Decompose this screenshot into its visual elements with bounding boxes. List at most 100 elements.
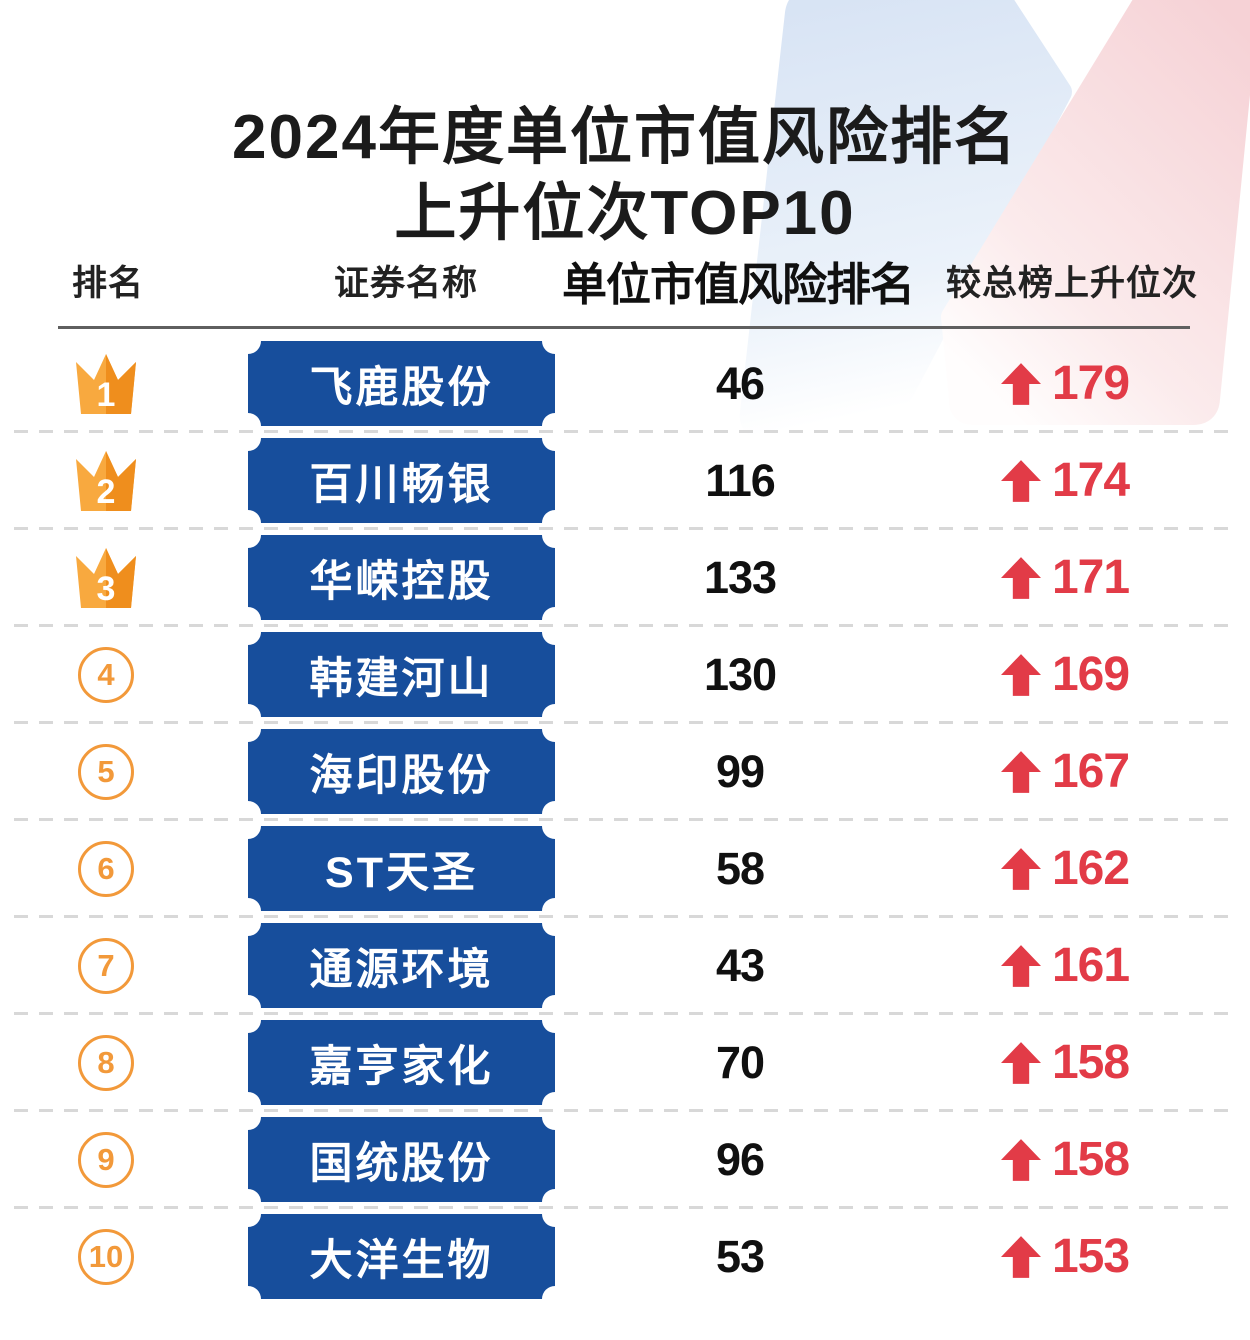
rise-cell: 161 — [940, 917, 1190, 1014]
circle-number-badge: 8 — [78, 1034, 134, 1091]
security-name-banner: 嘉亨家化 — [248, 1020, 555, 1105]
crown-icon: 2 — [76, 450, 136, 511]
rank-number: 10 — [88, 1238, 124, 1274]
poster-title: 2024年度单位市值风险排名 上升位次TOP10 — [0, 100, 1250, 252]
table-row: 1 1 飞鹿股份 46 179 — [0, 335, 1250, 433]
banner-plaque-shape — [248, 535, 555, 620]
risk-rank-value: 46 — [715, 357, 765, 409]
risk-rank-value: 116 — [705, 454, 776, 506]
banner-plaque-shape — [248, 1214, 555, 1299]
up-arrow-icon — [1000, 750, 1041, 793]
risk-rank-value: 130 — [703, 648, 777, 700]
risk-rank-value: 133 — [703, 551, 777, 603]
circle-number-badge: 4 — [78, 646, 134, 703]
security-name-banner: 百川畅银 — [248, 438, 555, 523]
table-row: 2 2 百川畅银 116 174 — [0, 432, 1250, 530]
rise-value: 174 — [1051, 454, 1130, 507]
rank-badge: 5 5 — [58, 723, 154, 820]
circle-number-badge: 10 — [78, 1228, 134, 1285]
rise-cell: 174 — [940, 432, 1190, 529]
crown-icon: 1 — [76, 353, 136, 414]
security-name-banner: 国统股份 — [248, 1117, 555, 1202]
security-name-banner: 大洋生物 — [248, 1214, 555, 1299]
security-name-banner: 通源环境 — [248, 923, 555, 1008]
rise-value: 161 — [1051, 939, 1130, 992]
crown-icon: 3 — [76, 547, 136, 608]
up-arrow-icon — [1000, 459, 1041, 502]
risk-rank-value: 99 — [715, 745, 765, 797]
up-arrow-icon — [1000, 944, 1041, 987]
rank-badge: 1 1 — [58, 335, 154, 432]
up-arrow-icon — [1000, 1235, 1041, 1278]
rise-value: 179 — [1051, 357, 1130, 410]
rank-badge: 9 9 — [58, 1111, 154, 1208]
rank-badge: 7 7 — [58, 917, 154, 1014]
banner-plaque-shape — [248, 438, 555, 523]
rise-cell: 167 — [940, 723, 1190, 820]
rise-value: 158 — [1051, 1133, 1130, 1186]
security-name: 大洋生物 — [309, 1236, 494, 1285]
rank-number: 9 — [97, 1141, 115, 1177]
security-name-banner: 海印股份 — [248, 729, 555, 814]
rise-value: 171 — [1051, 551, 1130, 604]
rank-badge: 3 3 — [58, 529, 154, 626]
table-row: 10 10 大洋生物 53 153 — [0, 1208, 1250, 1305]
banner-plaque-shape — [248, 1117, 555, 1202]
column-header-security-name: 证券名称 — [333, 263, 478, 303]
circle-number-badge: 6 — [78, 840, 134, 897]
rise-value: 169 — [1051, 648, 1130, 701]
rise-cell: 171 — [940, 529, 1190, 626]
rank-badge: 2 2 — [58, 432, 154, 529]
rise-cell: 158 — [940, 1014, 1190, 1111]
security-name: 华嵘控股 — [309, 557, 494, 606]
column-header-rank: 排名 — [71, 263, 144, 303]
rank-badge: 4 4 — [58, 626, 154, 723]
table-row: 8 8 嘉亨家化 70 158 — [0, 1014, 1250, 1112]
rank-number: 2 — [97, 473, 116, 511]
rise-value: 167 — [1051, 745, 1130, 798]
table-row: 5 5 海印股份 99 167 — [0, 723, 1250, 821]
security-name: 嘉亨家化 — [309, 1042, 494, 1091]
security-name-banner: ST天圣 — [248, 826, 555, 911]
circle-number-badge: 9 — [78, 1131, 134, 1188]
circle-number-badge: 5 — [78, 743, 134, 800]
rise-cell: 162 — [940, 820, 1190, 917]
table-row: 3 3 华嵘控股 133 171 — [0, 529, 1250, 627]
banner-plaque-shape — [248, 1020, 555, 1105]
security-name: 海印股份 — [309, 751, 494, 800]
up-arrow-icon — [1000, 1041, 1041, 1084]
banner-plaque-shape — [248, 729, 555, 814]
rank-number: 1 — [97, 376, 116, 414]
rank-number: 7 — [97, 947, 115, 983]
table-row: 9 9 国统股份 96 158 — [0, 1111, 1250, 1209]
risk-rank-value: 43 — [715, 939, 765, 991]
risk-rank-value: 96 — [715, 1133, 765, 1185]
security-name: 国统股份 — [309, 1139, 494, 1188]
column-header-risk-rank: 单位市值风险排名 — [562, 258, 915, 310]
rise-value: 153 — [1051, 1230, 1130, 1283]
security-name-banner: 韩建河山 — [248, 632, 555, 717]
rank-number: 5 — [97, 753, 115, 789]
rank-badge: 8 8 — [58, 1014, 154, 1111]
up-arrow-icon — [1000, 847, 1041, 890]
column-header-rise: 较总榜上升位次 — [945, 263, 1198, 303]
circle-number-badge: 7 — [78, 937, 134, 994]
rank-number: 3 — [97, 570, 116, 608]
risk-rank-value: 53 — [715, 1230, 765, 1282]
title-line-2: 上升位次TOP10 — [394, 178, 856, 248]
rank-badge: 10 10 — [58, 1208, 154, 1305]
table-row: 4 4 韩建河山 130 169 — [0, 626, 1250, 724]
rank-number: 4 — [97, 656, 115, 692]
table-row: 7 7 通源环境 43 161 — [0, 917, 1250, 1015]
up-arrow-icon — [1000, 362, 1041, 405]
risk-rank-value: 70 — [715, 1036, 765, 1088]
risk-rank-value: 58 — [715, 842, 765, 894]
banner-plaque-shape — [248, 826, 555, 911]
rise-cell: 153 — [940, 1208, 1190, 1305]
rise-cell: 158 — [940, 1111, 1190, 1208]
rise-value: 162 — [1051, 842, 1130, 895]
rise-value: 158 — [1051, 1036, 1130, 1089]
